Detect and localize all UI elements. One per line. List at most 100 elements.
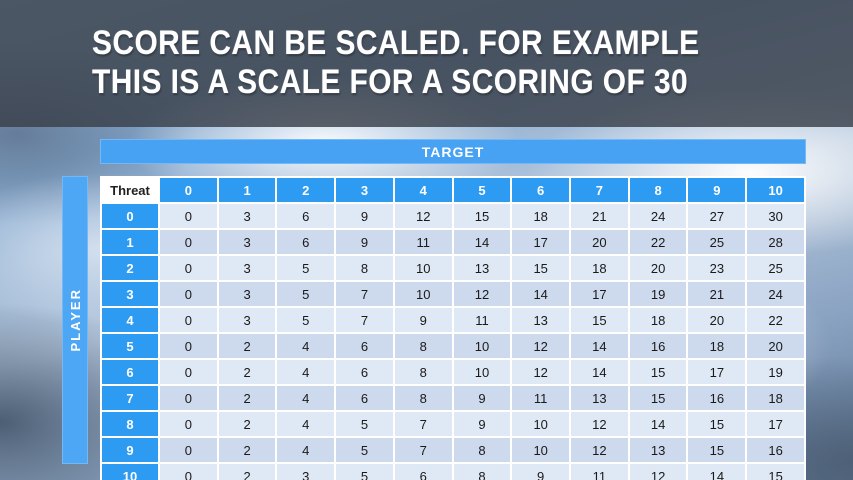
- score-cell: 0: [158, 306, 219, 334]
- score-cell: 11: [510, 384, 572, 412]
- score-cell: 16: [686, 384, 748, 412]
- threat-row-header: 1: [100, 228, 160, 256]
- score-cell: 11: [569, 462, 630, 480]
- score-cell: 20: [686, 306, 748, 334]
- score-cell: 20: [627, 254, 689, 282]
- score-cell: 5: [275, 254, 337, 282]
- score-cell: 0: [158, 254, 219, 282]
- score-cell: 18: [569, 254, 630, 282]
- score-cell: 9: [510, 462, 572, 480]
- score-cell: 24: [627, 202, 689, 230]
- score-cell: 16: [627, 332, 689, 360]
- target-col-header: 9: [686, 176, 748, 204]
- score-cell: 5: [275, 280, 337, 308]
- target-col-header: 7: [569, 176, 630, 204]
- target-axis-label: TARGET: [100, 139, 806, 164]
- target-col-header: 1: [216, 176, 278, 204]
- score-cell: 6: [392, 462, 454, 480]
- score-cell: 14: [569, 332, 630, 360]
- score-cell: 14: [510, 280, 572, 308]
- score-cell: 4: [275, 332, 337, 360]
- score-cell: 17: [510, 228, 572, 256]
- score-cell: 15: [745, 462, 806, 480]
- score-cell: 15: [627, 358, 689, 386]
- score-cell: 18: [510, 202, 572, 230]
- score-cell: 13: [569, 384, 630, 412]
- score-cell: 19: [745, 358, 806, 386]
- slide-title-line1: SCORE CAN BE SCALED. FOR EXAMPLE: [92, 24, 700, 62]
- table-row: 9 0 2 4 5 7 8 10 12 13 15 16: [100, 436, 806, 464]
- score-cell: 12: [569, 410, 630, 438]
- table-row: 5 0 2 4 6 8 10 12 14 16 18 20: [100, 332, 806, 360]
- score-cell: 24: [745, 280, 806, 308]
- score-cell: 7: [334, 280, 395, 308]
- score-cell: 21: [569, 202, 630, 230]
- score-cell: 10: [451, 332, 513, 360]
- score-cell: 10: [510, 410, 572, 438]
- score-cell: 0: [158, 228, 219, 256]
- score-cell: 16: [745, 436, 806, 464]
- table-header-row: Threat 0 1 2 3 4 5 6 7 8 9 10: [100, 176, 806, 204]
- score-cell: 19: [627, 280, 689, 308]
- score-cell: 17: [745, 410, 806, 438]
- score-cell: 8: [334, 254, 395, 282]
- score-cell: 13: [451, 254, 513, 282]
- score-cell: 0: [158, 332, 219, 360]
- score-cell: 15: [686, 436, 748, 464]
- score-cell: 8: [392, 358, 454, 386]
- score-cell: 12: [451, 280, 513, 308]
- score-cell: 17: [686, 358, 748, 386]
- target-col-header: 5: [451, 176, 513, 204]
- score-cell: 5: [275, 306, 337, 334]
- score-cell: 8: [451, 436, 513, 464]
- score-cell: 23: [686, 254, 748, 282]
- score-cell: 30: [745, 202, 806, 230]
- score-cell: 8: [392, 332, 454, 360]
- score-cell: 13: [510, 306, 572, 334]
- score-cell: 12: [392, 202, 454, 230]
- score-cell: 22: [745, 306, 806, 334]
- score-cell: 2: [216, 436, 278, 464]
- table-row: 6 0 2 4 6 8 10 12 14 15 17 19: [100, 358, 806, 386]
- score-cell: 18: [745, 384, 806, 412]
- score-cell: 25: [686, 228, 748, 256]
- table-row: 10 0 2 3 5 6 8 9 11 12 14 15: [100, 462, 806, 480]
- score-cell: 0: [158, 358, 219, 386]
- score-cell: 15: [627, 384, 689, 412]
- score-cell: 14: [451, 228, 513, 256]
- score-cell: 9: [334, 202, 395, 230]
- score-cell: 7: [334, 306, 395, 334]
- table-row: 3 0 3 5 7 10 12 14 17 19 21 24: [100, 280, 806, 308]
- score-cell: 20: [569, 228, 630, 256]
- scoring-table: Threat 0 1 2 3 4 5 6 7 8 9 10 0 0 3 6 9 12 15 18 21 24 27 30 1…: [100, 176, 806, 480]
- score-cell: 12: [510, 358, 572, 386]
- score-cell: 10: [510, 436, 572, 464]
- score-cell: 3: [216, 306, 278, 334]
- score-cell: 5: [334, 410, 395, 438]
- score-cell: 22: [627, 228, 689, 256]
- score-cell: 4: [275, 358, 337, 386]
- table-row: 1 0 3 6 9 11 14 17 20 22 25 28: [100, 228, 806, 256]
- target-col-header: 3: [334, 176, 395, 204]
- score-cell: 3: [216, 280, 278, 308]
- score-cell: 15: [451, 202, 513, 230]
- score-cell: 6: [334, 358, 395, 386]
- threat-corner-cell: Threat: [100, 176, 160, 204]
- target-col-header: 10: [745, 176, 806, 204]
- threat-row-header: 8: [100, 410, 160, 438]
- player-axis-text: PLAYER: [67, 288, 83, 352]
- threat-row-header: 6: [100, 358, 160, 386]
- score-cell: 15: [569, 306, 630, 334]
- score-cell: 3: [216, 228, 278, 256]
- score-cell: 12: [510, 332, 572, 360]
- threat-row-header: 5: [100, 332, 160, 360]
- threat-row-header: 2: [100, 254, 160, 282]
- threat-row-header: 9: [100, 436, 160, 464]
- score-cell: 5: [334, 436, 395, 464]
- score-cell: 4: [275, 384, 337, 412]
- score-cell: 21: [686, 280, 748, 308]
- score-cell: 4: [275, 436, 337, 464]
- score-cell: 3: [216, 254, 278, 282]
- score-cell: 7: [392, 436, 454, 464]
- score-cell: 10: [392, 280, 454, 308]
